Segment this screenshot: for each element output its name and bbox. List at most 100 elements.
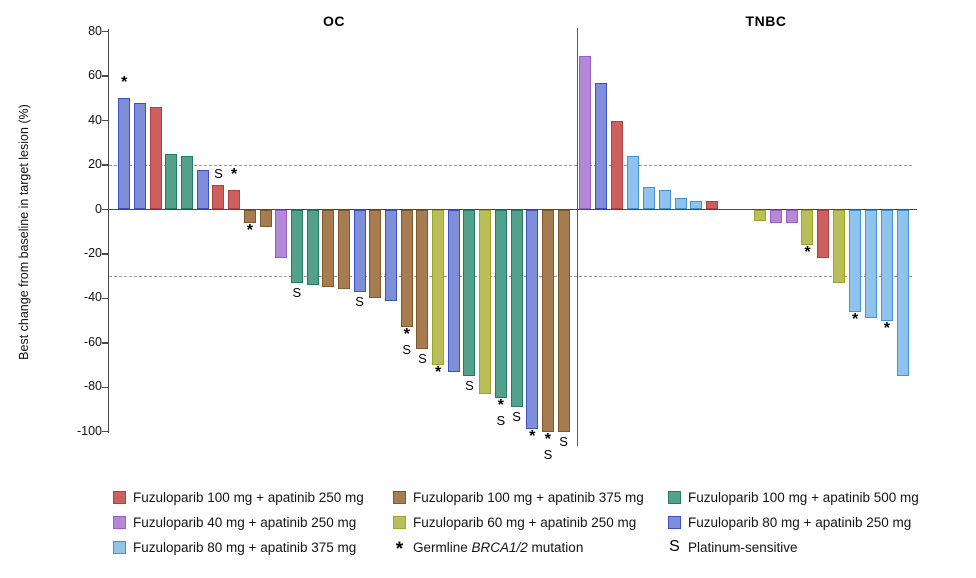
- legend-swatch-fuzu100_apa250: [113, 490, 126, 504]
- legend-swatch-fuzu100_apa500: [668, 490, 681, 504]
- y-tick-label: -100: [76, 423, 102, 438]
- bar-oc-24: [479, 209, 492, 394]
- brca-flag: *: [434, 364, 442, 382]
- platinum-flag: S: [512, 409, 521, 425]
- legend-swatch-fuzu60_apa250: [393, 515, 406, 529]
- legend-item: Fuzuloparib 60 mg + apatinib 250 mg: [393, 513, 636, 531]
- legend-label: Fuzuloparib 80 mg + apatinib 375 mg: [133, 539, 357, 555]
- bar-tnbc-19: [896, 209, 909, 377]
- legend-label: Fuzuloparib 100 mg + apatinib 250 mg: [133, 489, 364, 505]
- platinum-flag: S: [543, 446, 553, 462]
- bar-tnbc-2: [595, 82, 608, 210]
- panel-title-oc: OC: [323, 13, 345, 29]
- reference-line-20: [109, 165, 912, 167]
- bar-oc-4: [165, 153, 178, 210]
- platinum-flag: S: [418, 351, 427, 367]
- bar-oc-10: [259, 209, 272, 228]
- legend-item: Fuzuloparib 100 mg + apatinib 375 mg: [393, 488, 644, 506]
- y-tick-label: 0: [95, 201, 102, 216]
- reference-line--30: [109, 276, 912, 278]
- bar-oc-6: [196, 169, 209, 210]
- legend-swatch-fuzu80_apa250: [668, 515, 681, 529]
- y-tick-label: -60: [83, 334, 102, 349]
- bar-tnbc-1: [579, 56, 592, 210]
- bar-oc-25: [494, 209, 507, 399]
- legend-item: Fuzuloparib 40 mg + apatinib 250 mg: [113, 513, 356, 531]
- bar-oc-21: [432, 209, 445, 366]
- bar-oc-3: [149, 107, 162, 210]
- y-tick-label: -40: [83, 290, 102, 305]
- legend-label: Fuzuloparib 100 mg + apatinib 500 mg: [688, 489, 919, 505]
- bar-oc-1: [118, 98, 131, 210]
- legend-label: Fuzuloparib 100 mg + apatinib 375 mg: [413, 489, 644, 505]
- legend-label: Fuzuloparib 80 mg + apatinib 250 mg: [688, 514, 912, 530]
- bar-oc-18: [385, 209, 398, 301]
- legend-item: Fuzuloparib 80 mg + apatinib 375 mg: [113, 538, 356, 556]
- bar-oc-29: [557, 209, 570, 432]
- y-axis-tick: [101, 386, 108, 389]
- bar-tnbc-3: [611, 120, 624, 210]
- brca-legend-symbol: *: [395, 539, 404, 560]
- bar-tnbc-14: [817, 209, 830, 259]
- brca-flag: *: [231, 165, 238, 183]
- platinum-flag: S: [465, 378, 474, 394]
- bar-oc-17: [369, 209, 382, 299]
- bar-tnbc-17: [864, 209, 877, 319]
- brca-flag: *: [246, 221, 253, 239]
- bar-tnbc-5: [642, 187, 655, 210]
- legend-label: Germline BRCA1/2 mutation: [413, 539, 584, 555]
- legend-item: * Germline BRCA1/2 mutation: [393, 538, 584, 560]
- bar-oc-14: [322, 209, 335, 288]
- bar-oc-20: [416, 209, 429, 350]
- panel-divider-line: [577, 28, 578, 446]
- platinum-legend-symbol: S: [669, 538, 680, 555]
- legend-item: S Platinum-sensitive: [668, 538, 798, 556]
- y-axis-tick: [101, 253, 108, 255]
- y-tick-label: -80: [83, 379, 102, 394]
- y-axis-tick: [101, 208, 108, 211]
- brca-flag: *: [529, 428, 536, 446]
- bar-oc-22: [447, 209, 460, 372]
- bar-oc-12: [290, 209, 303, 283]
- legend-swatch-fuzu40_apa250: [113, 515, 126, 529]
- bar-oc-15: [337, 209, 350, 290]
- brca-flag: *: [121, 74, 128, 92]
- platinum-flag: S: [355, 293, 364, 309]
- bar-oc-7: [212, 185, 225, 210]
- bar-oc-5: [181, 156, 194, 210]
- legend-label: Fuzuloparib 60 mg + apatinib 250 mg: [413, 514, 637, 530]
- platinum-flag: S: [214, 166, 223, 182]
- bar-oc-28: [541, 209, 554, 432]
- y-tick-label: 20: [88, 157, 102, 172]
- bar-oc-27: [526, 209, 539, 430]
- brca-flag: *: [544, 430, 552, 448]
- bar-oc-2: [133, 102, 146, 210]
- brca-flag: *: [851, 310, 859, 328]
- y-axis-tick: [101, 75, 108, 77]
- legend-item: Fuzuloparib 100 mg + apatinib 500 mg: [668, 488, 919, 506]
- bar-tnbc-12: [785, 209, 798, 223]
- legend-swatch-fuzu100_apa375: [393, 490, 406, 504]
- brca-flag: *: [883, 319, 890, 337]
- bar-tnbc-15: [833, 209, 846, 283]
- bar-tnbc-10: [753, 209, 766, 221]
- legend-label: Fuzuloparib 40 mg + apatinib 250 mg: [133, 514, 357, 530]
- y-axis-tick: [101, 342, 108, 344]
- y-tick-label: 40: [88, 112, 102, 127]
- brca-flag: *: [497, 397, 504, 415]
- legend-label: Platinum-sensitive: [688, 539, 798, 555]
- y-tick-label: -20: [83, 245, 102, 260]
- bar-oc-11: [275, 209, 288, 259]
- bar-oc-19: [400, 209, 413, 328]
- y-axis-tick: [101, 119, 108, 122]
- bar-tnbc-4: [626, 156, 639, 210]
- bar-oc-26: [510, 209, 523, 408]
- y-axis-tick: [101, 30, 108, 33]
- bar-tnbc-18: [880, 209, 893, 321]
- platinum-flag: S: [402, 342, 412, 358]
- brca-flag: *: [804, 244, 811, 262]
- platinum-flag: S: [292, 284, 302, 300]
- brca-flag: *: [403, 326, 410, 344]
- bar-oc-9: [243, 209, 256, 223]
